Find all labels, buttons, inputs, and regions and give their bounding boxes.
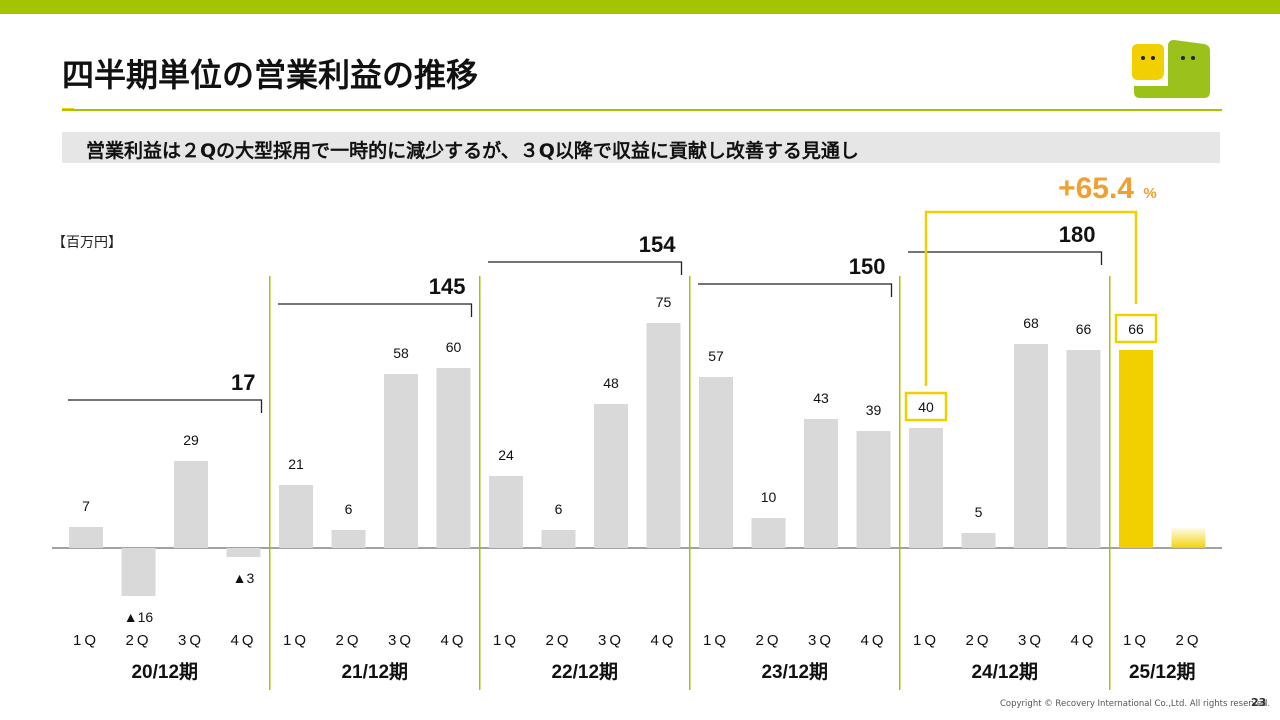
- quarter-label: 2Q: [125, 632, 151, 649]
- fiscal-year-label: 22/12期: [551, 661, 618, 683]
- value-label: 43: [813, 390, 829, 406]
- bar-3Q: [1014, 344, 1048, 548]
- annual-total-bracket: [278, 303, 473, 317]
- value-label: 39: [866, 402, 882, 418]
- unit-label: 【百万円】: [52, 235, 122, 251]
- value-label: 68: [1023, 315, 1039, 331]
- quarter-label: 1Q: [73, 632, 99, 649]
- page-title: 四半期単位の営業利益の推移: [62, 56, 479, 94]
- value-label: 6: [345, 501, 353, 517]
- annual-total-label: 150: [849, 254, 886, 279]
- quarter-label: 3Q: [388, 632, 414, 649]
- value-label: 66: [1128, 321, 1144, 337]
- value-label: 29: [183, 432, 199, 448]
- value-label: 48: [603, 375, 619, 391]
- value-label: 21: [288, 456, 304, 472]
- bar-3Q: [384, 374, 418, 548]
- bar-1Q: [69, 527, 103, 548]
- annual-total-label: 154: [639, 232, 676, 257]
- quarter-label: 1Q: [1123, 632, 1149, 649]
- company-logo: [1130, 40, 1210, 98]
- quarter-label: 1Q: [493, 632, 519, 649]
- annual-total-bracket: [698, 283, 893, 297]
- value-label-box: [904, 391, 948, 422]
- subtitle-text: 営業利益は２Qの大型採用で一時的に減少するが、３Q以降で収益に貢献し改善する見通…: [86, 140, 859, 162]
- value-label: 75: [656, 294, 672, 310]
- annual-total-label: 17: [231, 370, 255, 395]
- bar-4Q: [436, 368, 471, 548]
- bar-3Q: [174, 461, 208, 548]
- top-accent-bar: [0, 0, 1280, 14]
- title-divider: [62, 109, 1222, 111]
- value-label: ▲3: [233, 570, 255, 586]
- bar-1Q: [489, 476, 523, 548]
- quarter-label: 1Q: [283, 632, 309, 649]
- bar-4Q: [856, 431, 891, 548]
- bar-4Q: [226, 548, 261, 557]
- value-label: 60: [446, 339, 462, 355]
- fiscal-year-label: 23/12期: [761, 661, 828, 683]
- bar-4Q: [1066, 350, 1101, 548]
- bar-3Q: [594, 404, 628, 548]
- quarter-label: 4Q: [1070, 632, 1096, 649]
- bar-1Q: [909, 428, 943, 548]
- quarter-label: 4Q: [650, 632, 676, 649]
- bar-1Q: [699, 377, 733, 548]
- bar-3Q: [804, 419, 838, 548]
- fiscal-year-label: 21/12期: [341, 661, 408, 683]
- value-label: 7: [82, 498, 90, 514]
- bar-1Q: [1119, 350, 1153, 548]
- value-label: 66: [1076, 321, 1092, 337]
- bar-2Q: [961, 533, 996, 548]
- annual-total-bracket: [68, 399, 263, 413]
- quarter-label: 3Q: [808, 632, 834, 649]
- bar-2Q: [751, 518, 786, 548]
- bar-1Q: [279, 485, 313, 548]
- growth-callout-line: [924, 210, 1138, 386]
- quarter-label: 4Q: [230, 632, 256, 649]
- value-label: 57: [708, 348, 724, 364]
- quarter-label: 2Q: [755, 632, 781, 649]
- copyright-text: Copyright © Recovery International Co.,L…: [1000, 699, 1271, 709]
- fiscal-year-label: 20/12期: [131, 661, 198, 683]
- quarter-label: 3Q: [598, 632, 624, 649]
- value-label: 5: [975, 504, 983, 520]
- annual-total-bracket: [908, 251, 1103, 265]
- annual-total-bracket: [488, 261, 683, 275]
- annual-total-label: 180: [1059, 222, 1096, 247]
- annual-total-label: 145: [429, 274, 466, 299]
- value-label: 58: [393, 345, 409, 361]
- value-label: ▲16: [124, 609, 154, 625]
- value-label: 24: [498, 447, 514, 463]
- quarter-label: 2Q: [545, 632, 571, 649]
- value-label-box: [1114, 313, 1158, 344]
- quarter-label: 2Q: [1175, 632, 1201, 649]
- value-label: 6: [555, 501, 563, 517]
- fiscal-year-label: 24/12期: [971, 661, 1038, 683]
- quarter-label: 2Q: [335, 632, 361, 649]
- quarter-label: 1Q: [703, 632, 729, 649]
- bar-2Q: [331, 530, 366, 548]
- subtitle-banner: 営業利益は２Qの大型採用で一時的に減少するが、３Q以降で収益に貢献し改善する見通…: [62, 132, 1220, 163]
- forecast-bar-2Q: [1171, 528, 1206, 548]
- growth-rate-label: +65.4: [1058, 172, 1134, 205]
- value-label: 10: [761, 489, 777, 505]
- value-label: 40: [918, 399, 934, 415]
- growth-rate-unit: %: [1143, 185, 1156, 202]
- bar-4Q: [646, 323, 681, 548]
- quarter-label: 3Q: [1018, 632, 1044, 649]
- quarter-label: 1Q: [913, 632, 939, 649]
- bar-2Q: [121, 548, 156, 596]
- quarter-label: 2Q: [965, 632, 991, 649]
- fiscal-year-label: 25/12期: [1129, 661, 1196, 683]
- quarter-label: 3Q: [178, 632, 204, 649]
- page-number: 23: [1251, 696, 1267, 709]
- quarter-label: 4Q: [440, 632, 466, 649]
- quarter-label: 4Q: [860, 632, 886, 649]
- bar-2Q: [541, 530, 576, 548]
